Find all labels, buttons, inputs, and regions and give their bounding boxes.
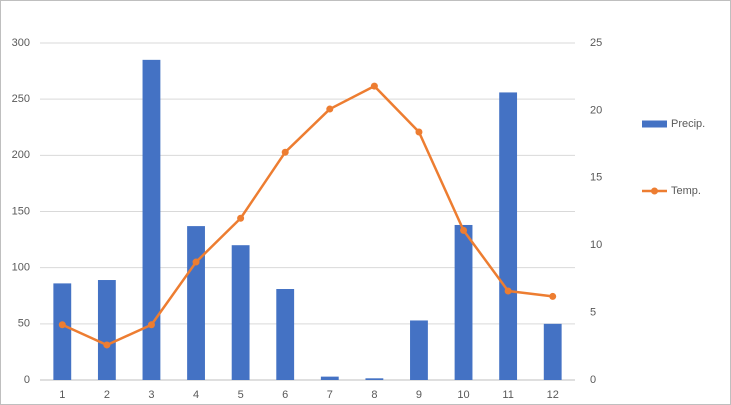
line-marker xyxy=(460,226,468,234)
legend-swatch xyxy=(642,120,667,128)
bar xyxy=(454,224,473,380)
x-tick-label: 6 xyxy=(282,389,288,401)
bar xyxy=(97,280,116,380)
bar xyxy=(320,376,339,380)
bar xyxy=(142,59,161,380)
bar xyxy=(499,92,518,380)
y2-tick-label: 5 xyxy=(590,307,596,319)
y-tick-label: 0 xyxy=(24,374,30,386)
y-tick-label: 250 xyxy=(12,93,30,105)
y-tick-label: 200 xyxy=(12,149,30,161)
line-marker xyxy=(192,258,200,266)
x-tick-label: 2 xyxy=(104,389,110,401)
legend-label: Precip. xyxy=(671,118,705,130)
x-tick-label: 9 xyxy=(416,389,422,401)
line-marker xyxy=(326,105,334,113)
x-tick-label: 8 xyxy=(371,389,377,401)
line-marker xyxy=(147,321,155,329)
line-marker xyxy=(504,287,512,295)
bar xyxy=(53,283,72,380)
y2-tick-label: 10 xyxy=(590,239,602,251)
y-tick-label: 300 xyxy=(12,37,30,49)
x-tick-label: 11 xyxy=(502,389,513,401)
line-marker xyxy=(58,321,66,329)
line-marker xyxy=(370,82,378,90)
y2-tick-label: 25 xyxy=(590,37,602,49)
bar xyxy=(276,289,295,380)
y-tick-label: 100 xyxy=(12,262,30,274)
y2-tick-label: 15 xyxy=(590,172,602,184)
y-tick-label: 50 xyxy=(18,318,30,330)
bar xyxy=(410,320,428,380)
y2-tick-label: 20 xyxy=(590,104,602,116)
x-tick-label: 7 xyxy=(327,389,333,401)
y2-tick-label: 0 xyxy=(590,374,596,386)
line-marker xyxy=(237,214,245,222)
bar xyxy=(231,245,250,380)
x-tick-label: 1 xyxy=(59,389,65,401)
line-marker xyxy=(103,341,111,349)
legend-label: Temp. xyxy=(671,185,701,197)
bar xyxy=(543,323,562,380)
line-marker xyxy=(281,148,289,156)
x-tick-label: 3 xyxy=(148,389,154,401)
x-tick-label: 10 xyxy=(457,389,469,401)
x-tick-label: 4 xyxy=(193,389,199,401)
y-tick-label: 150 xyxy=(12,205,30,217)
bar xyxy=(187,226,205,380)
legend-swatch xyxy=(651,187,658,195)
line-marker xyxy=(549,292,557,300)
x-tick-label: 12 xyxy=(547,389,559,401)
line-marker xyxy=(415,128,423,136)
x-tick-label: 5 xyxy=(238,389,244,401)
bar xyxy=(365,378,384,380)
line xyxy=(61,84,553,347)
